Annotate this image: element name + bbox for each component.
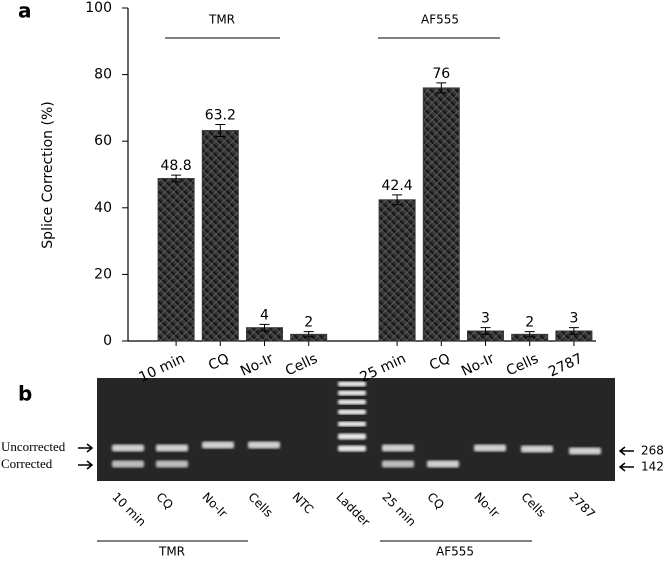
gel-band [382,460,414,468]
lane-label: Cells [518,490,548,520]
x-tick-label: Cells [504,351,541,380]
x-tick-label: No-Ir [238,351,276,380]
y-tick-label: 40 [94,200,112,216]
lane-label: NTC [289,490,316,517]
gel-band [156,444,188,452]
error-bar [436,82,447,94]
lane-label: 25 min [379,490,418,529]
band-size: 268 [641,444,664,458]
x-tick-label: Cells [283,351,320,380]
x-tick-label: No-Ir [459,351,497,380]
lane-label: 2787 [566,490,597,521]
arrow [618,462,634,472]
bar [157,177,195,342]
value-label: 3 [569,311,578,327]
ladder-band [338,381,366,387]
ladder-band [338,433,366,440]
y-tick-label: 80 [94,67,112,83]
value-label: 2 [304,315,313,331]
panel-label: a [18,0,32,23]
error-bar [215,124,226,138]
value-label: 42.4 [382,178,413,194]
lane-label: No-Ir [199,490,230,521]
error-bar [303,331,314,338]
error-bar [392,194,403,206]
gel-band [474,444,506,452]
gel-band [248,441,280,449]
gel-band [382,444,414,452]
lane-label: Ladder [333,490,372,529]
bar [378,199,416,342]
x-tick-label: CQ [206,351,232,374]
gel-band [156,460,188,468]
arrow [78,460,94,470]
value-label: 76 [432,66,450,82]
y-tick-label: 0 [103,333,112,349]
gel-band [427,460,459,468]
value-label: 3 [481,311,490,327]
y-tick-label: 100 [85,0,112,16]
y-tick-label: 20 [94,266,112,282]
panel-label: b [18,382,32,406]
x-tick-label: CQ [427,351,453,374]
lane-label: Cells [245,490,275,520]
gel-band [112,444,144,452]
bar [201,130,239,342]
value-label: 48.8 [161,158,192,174]
value-label: 4 [260,307,269,323]
group-label: TMR [158,545,185,559]
gel-band [112,460,144,468]
error-bar [259,323,270,332]
lane-label: No-Ir [471,490,502,521]
y-tick-label: 60 [94,133,112,149]
error-bar [171,174,182,183]
error-bar [480,327,491,335]
band-size: 142 [641,460,664,474]
value-label: 63.2 [205,108,236,124]
band-label: Uncorrected [1,439,66,454]
lane-label: CQ [424,490,447,513]
bar [422,87,460,342]
lane-label: 10 min [109,490,148,529]
ladder-band [338,421,366,427]
group-label: TMR [208,13,235,27]
error-bar [524,331,535,338]
band-label: Corrected [1,456,53,471]
gel-band [569,447,601,455]
gel-band [202,441,234,449]
ladder-band [338,399,366,405]
y-axis-label: Splice Correction (%) [40,101,56,248]
arrow [618,446,634,456]
group-label: AF555 [421,13,459,27]
ladder-band [338,390,366,396]
arrow [78,443,94,453]
value-label: 2 [525,315,534,331]
error-bar [568,327,579,335]
gel-band [521,445,553,453]
ladder-band [338,409,366,415]
x-tick-label: 2787 [546,351,585,381]
ladder-band [338,445,366,452]
group-label: AF555 [436,545,474,559]
lane-label: CQ [153,490,176,513]
